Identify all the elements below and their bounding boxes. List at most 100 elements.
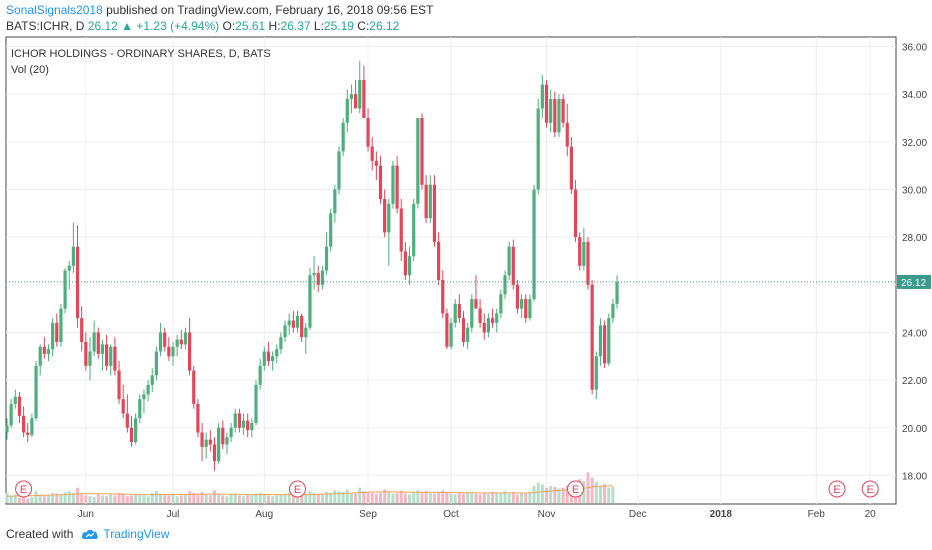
candle-body	[611, 303, 615, 319]
candlesticks	[5, 60, 619, 471]
candle	[611, 299, 615, 323]
volume-bar	[38, 494, 42, 503]
publish-line: SonalSignals2018 published on TradingVie…	[6, 3, 433, 17]
price-tick-label: 24.00	[902, 328, 927, 339]
event-label: E	[572, 484, 579, 496]
candle-body	[549, 98, 553, 123]
candle	[490, 308, 495, 328]
price-axis[interactable]: 18.0020.0022.0024.0026.0028.0030.0032.00…	[897, 43, 931, 483]
author-link[interactable]: SonalSignals2018	[6, 3, 103, 17]
candle-body	[192, 370, 196, 404]
candle-body	[590, 284, 594, 390]
candle-body	[121, 399, 125, 414]
candle-body	[582, 241, 586, 266]
candle-body	[67, 265, 71, 271]
candle-body	[349, 94, 354, 99]
volume-bar	[511, 491, 515, 503]
candle-body	[399, 208, 403, 252]
candle	[142, 389, 146, 414]
candle	[163, 327, 167, 352]
volume-moving-average	[6, 485, 613, 497]
volume-bar	[221, 495, 225, 503]
candle-body	[225, 437, 229, 445]
candle	[395, 156, 399, 214]
candle	[337, 146, 341, 195]
candle-body	[607, 318, 611, 364]
candle	[246, 413, 250, 438]
candle-body	[80, 318, 84, 342]
candle	[134, 413, 138, 445]
candle	[387, 199, 391, 266]
event-circle	[861, 480, 879, 498]
volume-bar	[395, 492, 399, 503]
candle	[445, 308, 449, 350]
volume-bar	[291, 494, 295, 503]
candle-body	[134, 418, 138, 443]
volume-bar	[325, 491, 329, 503]
volume-bar	[283, 493, 287, 503]
candle	[121, 384, 125, 419]
candle	[113, 337, 117, 376]
candle	[503, 270, 507, 300]
tradingview-link[interactable]: TradingView	[103, 527, 170, 541]
candle-body	[51, 322, 55, 350]
candle-body	[515, 284, 520, 309]
candle	[437, 232, 441, 285]
candle	[233, 408, 237, 433]
candle	[308, 268, 312, 331]
candle-body	[449, 322, 453, 347]
candle-body	[507, 246, 511, 276]
candle-body	[561, 98, 565, 123]
candle-body	[55, 322, 59, 342]
candle-body	[154, 351, 158, 376]
candle-body	[233, 413, 237, 428]
volume-bar	[424, 491, 428, 503]
legend-title: ICHOR HOLDINGS - ORDINARY SHARES, D, BAT…	[11, 48, 271, 60]
candle	[279, 332, 283, 354]
volume-bar	[229, 494, 233, 503]
time-tick-label: Aug	[255, 509, 273, 520]
candle-body	[370, 146, 374, 161]
volume-bar	[167, 495, 171, 503]
price-change: +1.23 (+4.94%)	[136, 19, 220, 33]
time-axis[interactable]: Jun Jul Aug Sep Oct Nov Dec 2018 Feb 20	[78, 509, 876, 520]
candle-body	[84, 341, 88, 366]
candle	[254, 380, 258, 426]
volume-bar	[113, 495, 117, 503]
candle	[96, 327, 100, 359]
volume-bar	[254, 493, 258, 503]
volume-bar	[308, 491, 312, 503]
volume-bar	[51, 492, 55, 503]
candle-body	[241, 420, 246, 428]
candle-body	[520, 299, 524, 309]
volume-bar	[246, 494, 250, 503]
volume-bar	[349, 492, 353, 503]
candle	[578, 232, 582, 271]
candle	[378, 156, 383, 204]
candle-body	[217, 427, 221, 462]
candle	[117, 361, 121, 404]
candle	[158, 322, 163, 357]
candle-body	[495, 313, 499, 323]
candle	[540, 75, 544, 119]
candle-body	[212, 444, 217, 462]
candle-body	[188, 332, 192, 371]
candle	[474, 275, 478, 309]
high-label: H:	[268, 19, 281, 33]
candle	[266, 341, 271, 366]
candle-body	[598, 325, 603, 357]
created-with-text: Created with	[6, 527, 74, 541]
volume-bar	[271, 496, 275, 503]
volume-bar	[233, 493, 237, 503]
price-tick-label: 18.00	[902, 471, 927, 482]
price-tick-label: 36.00	[902, 43, 927, 54]
volume-bar	[399, 491, 403, 503]
volume-bar	[437, 491, 441, 503]
last-price-badge: 26.12	[897, 274, 931, 289]
candle	[237, 408, 241, 433]
candle-body	[337, 151, 341, 190]
candle	[316, 265, 320, 292]
candle-body	[109, 346, 113, 366]
candle-body	[378, 165, 383, 200]
